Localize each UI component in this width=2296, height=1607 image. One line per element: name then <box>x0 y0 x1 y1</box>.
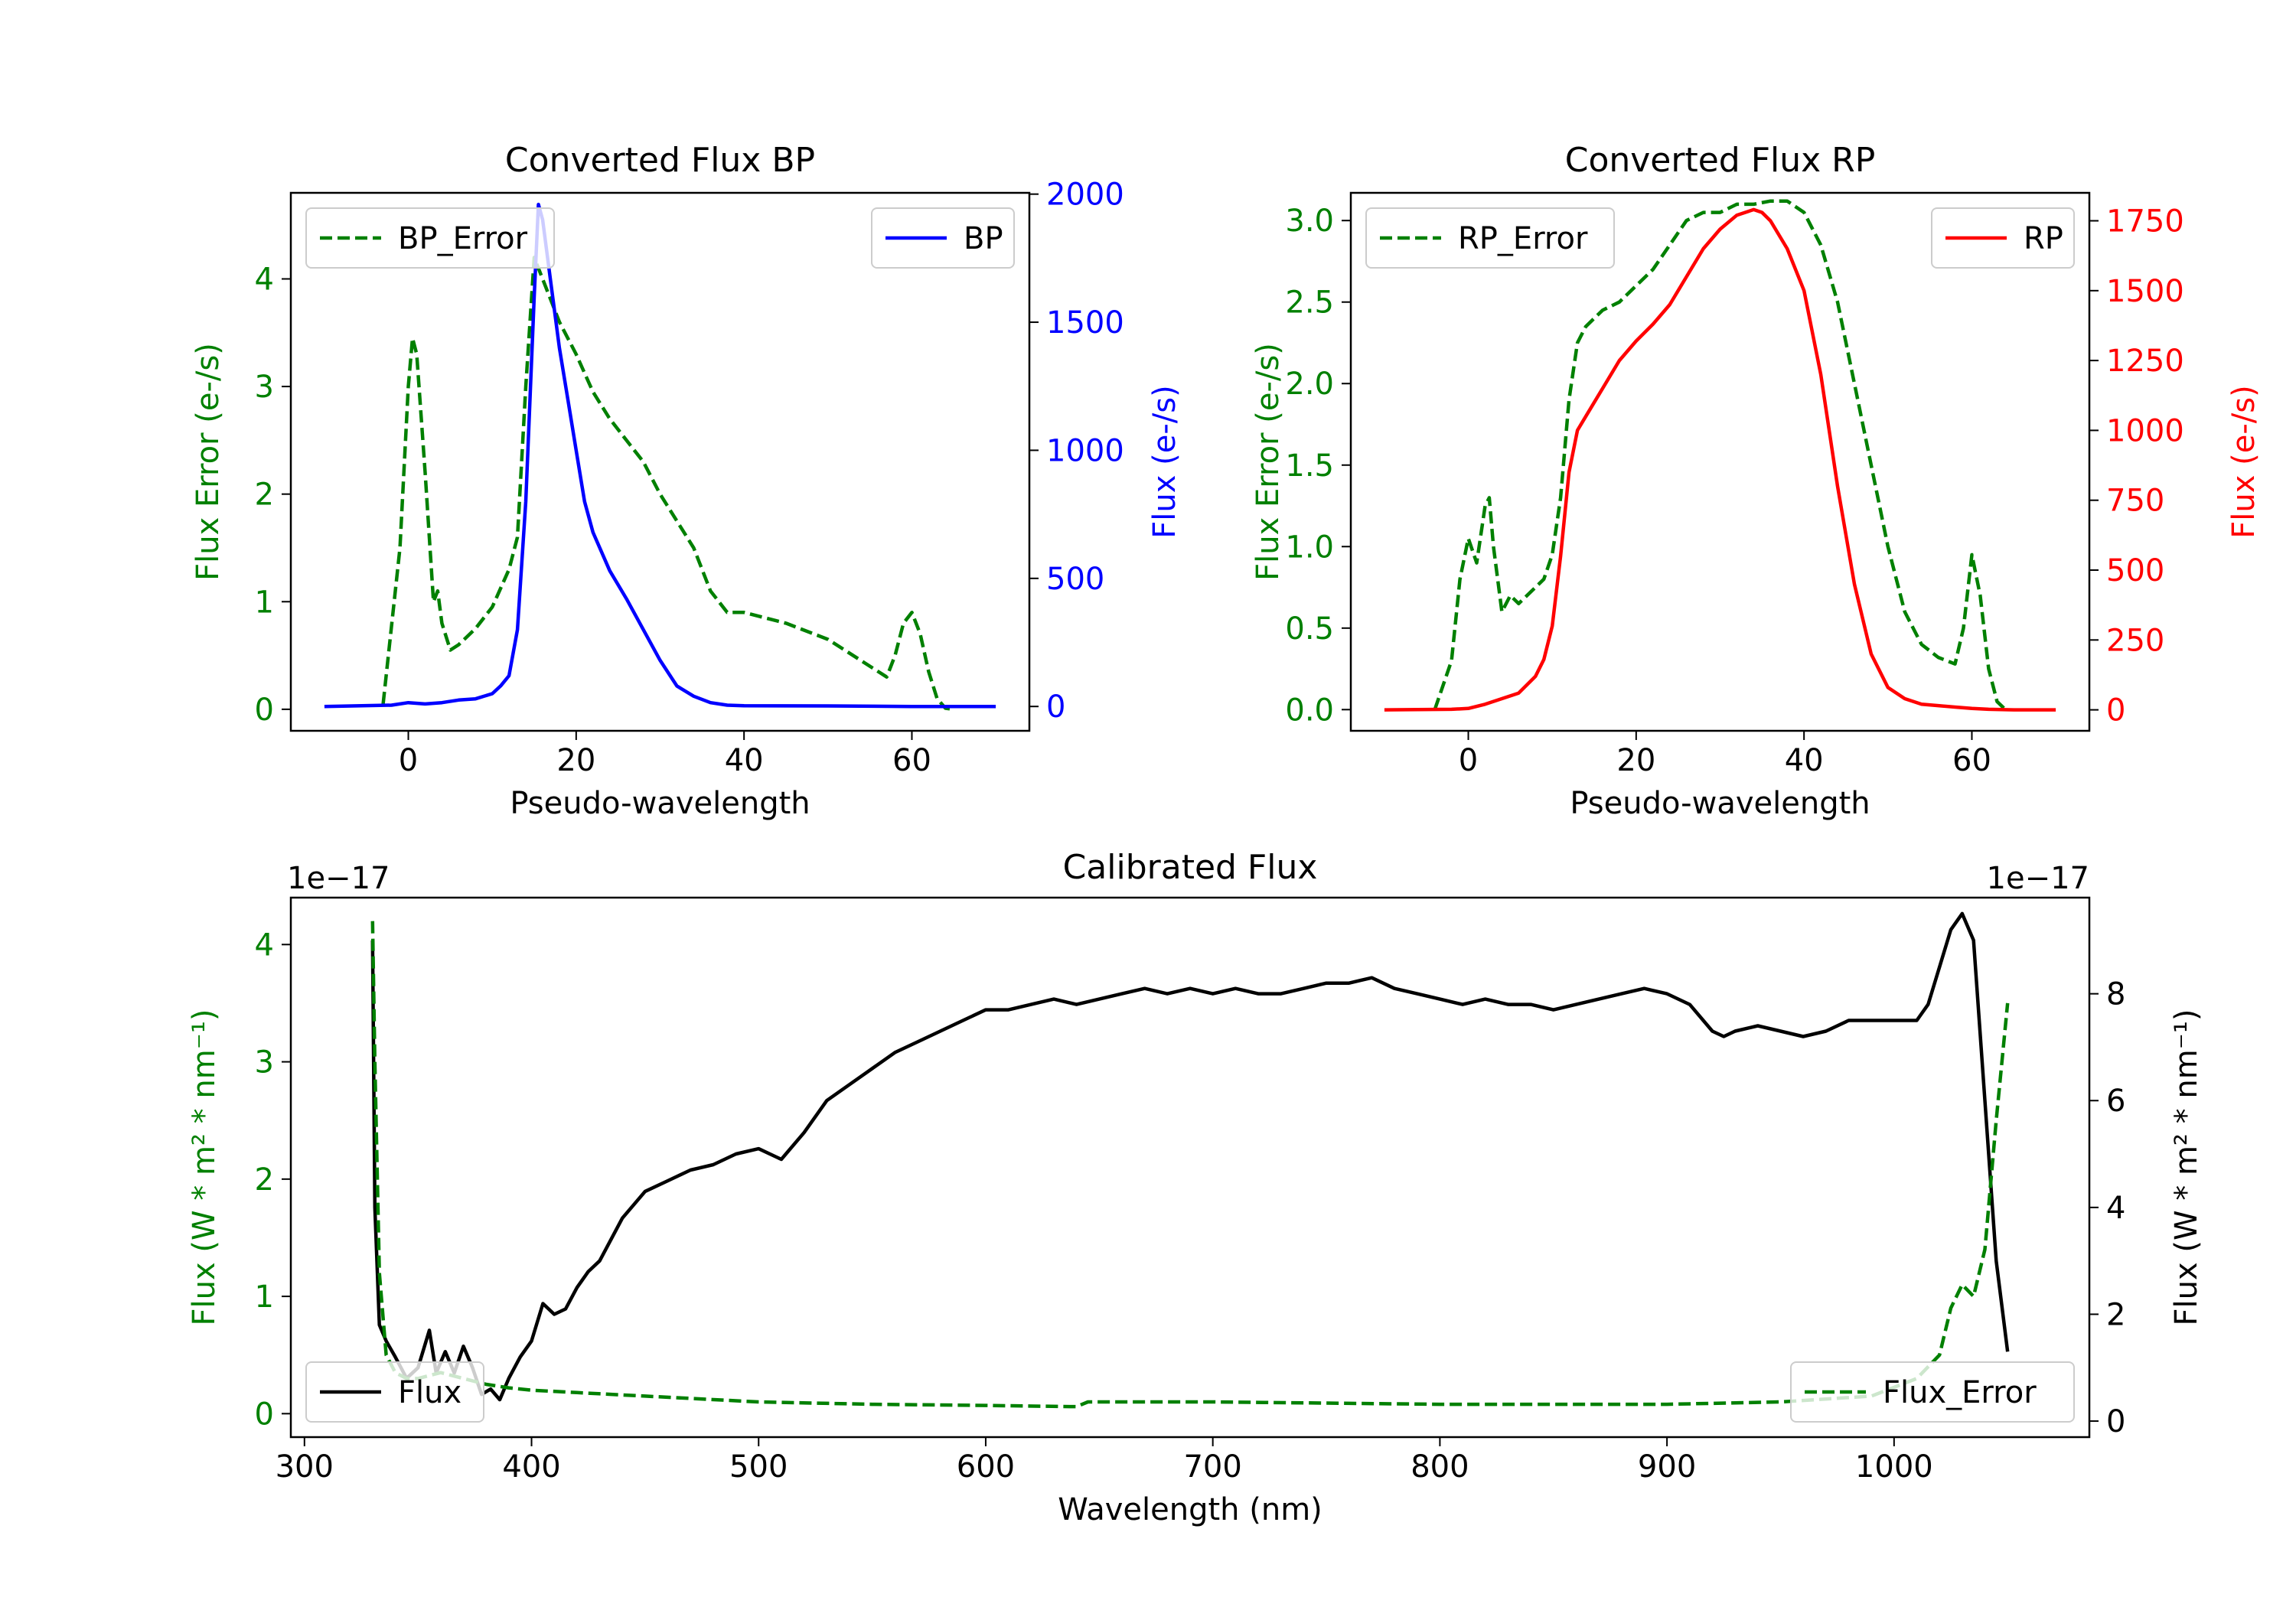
series-line-rp <box>1384 207 2056 712</box>
y-left-tick-label: 2 <box>255 1162 274 1198</box>
y-left-tick-label: 0 <box>255 1397 274 1432</box>
y-left-tick-label: 1 <box>255 585 274 620</box>
x-tick-label: 40 <box>725 743 764 778</box>
legend-label: Flux_Error <box>1883 1375 2037 1410</box>
y-right-tick-label: 1500 <box>2106 274 2184 309</box>
y-left-tick-label: 1.0 <box>1285 530 1334 565</box>
y-left-tick-label: 3 <box>255 1045 274 1081</box>
y-left-axis-label: Flux Error (e-/s) <box>191 343 226 581</box>
y-right-tick-label: 250 <box>2106 623 2164 658</box>
series-line-flux <box>370 911 2010 1402</box>
y-left-tick-label: 0.0 <box>1285 693 1334 728</box>
chart-2: Converted Flux RP 0 20 40 60 Pseudo-wavelengt… <box>1251 141 2262 821</box>
chart-1: Converted Flux BP0 20 40 60Pseudo-wavelengt… <box>191 141 1182 821</box>
plot-frame <box>1349 191 2091 732</box>
y-left-tick-label: 1 <box>255 1279 274 1315</box>
legend-flux-error: Flux_Error <box>1790 1361 2075 1423</box>
y-left-tick-label: 4 <box>255 927 274 963</box>
y-right-axis-label: Flux (e-/s) <box>1147 385 1182 538</box>
y-right-tick-label: 500 <box>1046 562 1104 597</box>
x-tick-label: 700 <box>1183 1449 1241 1485</box>
legend-box <box>1790 1361 2075 1423</box>
series-line-bp <box>324 202 996 709</box>
y-left-offset-text: 1e−17 <box>287 861 390 896</box>
y-left-tick-label: 3 <box>255 370 274 405</box>
legend-label: RP <box>2024 221 2063 256</box>
y-left-tick-label: 0 <box>255 693 274 728</box>
y-left-tick-label: 4 <box>255 262 274 297</box>
legend-bp: BP <box>871 207 1015 269</box>
y-right-offset-text: 1e−17 <box>1987 861 2089 896</box>
y-right-tick-label: 0 <box>2106 693 2125 729</box>
plot-frame <box>289 896 2091 1439</box>
legend-box <box>305 1361 484 1423</box>
y-left-axis-label: Flux (W * m² * nm⁻¹) <box>187 1009 222 1326</box>
y-right-tick-label: 500 <box>2106 553 2164 588</box>
y-right-tick-label: 1000 <box>1046 433 1124 468</box>
x-tick-label: 500 <box>729 1449 788 1485</box>
legend-label: RP_Error <box>1458 221 1588 256</box>
y-right-axis-label: Flux (e-/s) <box>2226 385 2262 538</box>
y-right-tick-label: 0 <box>1046 689 1065 725</box>
x-tick-label: 1000 <box>1855 1449 1933 1485</box>
x-tick-label: 40 <box>1785 743 1824 778</box>
legend-label: Flux <box>398 1375 461 1410</box>
x-tick-label: 300 <box>276 1449 334 1485</box>
x-axis-label: Pseudo-wavelength <box>1570 786 1870 821</box>
x-tick-label: 60 <box>1952 743 1991 778</box>
x-axis-label: Wavelength (nm) <box>1058 1492 1322 1527</box>
legend-box <box>305 207 555 269</box>
x-axis-label: Pseudo-wavelength <box>510 786 810 821</box>
y-right-tick-label: 2000 <box>1046 178 1124 213</box>
x-tick-label: 20 <box>1616 743 1655 778</box>
y-left-tick-label: 3.0 <box>1285 204 1334 239</box>
legend-bp-error: BP_Error <box>305 207 555 269</box>
y-right-tick-label: 6 <box>2106 1084 2125 1119</box>
y-right-tick-label: 8 <box>2106 977 2125 1012</box>
x-tick-label: 400 <box>502 1449 560 1485</box>
legend-flux: Flux <box>305 1361 484 1423</box>
chart-title: Converted Flux BP <box>505 141 815 180</box>
series-line-bp-error <box>381 256 954 712</box>
x-tick-label: 600 <box>957 1449 1015 1485</box>
y-right-tick-label: 0 <box>2106 1404 2125 1439</box>
plot-frame <box>289 191 1031 732</box>
legend-rp: RP <box>1931 207 2075 269</box>
y-left-tick-label: 2 <box>255 478 274 513</box>
series-line-rp-error <box>1433 199 2007 711</box>
series-line-flux-error <box>370 921 2010 1409</box>
legend-rp-error: RP_Error <box>1365 207 1615 269</box>
y-right-tick-label: 1500 <box>1046 305 1124 341</box>
x-tick-label: 20 <box>556 743 595 778</box>
y-right-tick-label: 4 <box>2106 1191 2125 1226</box>
legend-label: BP <box>964 221 1003 256</box>
legend-label: BP_Error <box>398 221 528 256</box>
x-tick-label: 800 <box>1411 1449 1469 1485</box>
y-right-tick-label: 1750 <box>2106 204 2184 240</box>
y-right-tick-label: 750 <box>2106 484 2164 519</box>
chart-title: Calibrated Flux <box>1063 848 1318 887</box>
x-tick-label: 60 <box>892 743 931 778</box>
y-left-tick-label: 2.0 <box>1285 367 1334 402</box>
legend-box <box>1365 207 1615 269</box>
y-left-tick-label: 1.5 <box>1285 448 1334 484</box>
y-right-axis-label: Flux (W * m² * nm⁻¹) <box>2169 1009 2204 1326</box>
x-tick-label: 0 <box>1459 743 1478 778</box>
x-tick-label: 0 <box>399 743 418 778</box>
y-left-axis-label: Flux Error (e-/s) <box>1251 343 1286 581</box>
y-left-tick-label: 2.5 <box>1285 285 1334 321</box>
y-right-tick-label: 1250 <box>2106 344 2184 379</box>
y-left-tick-label: 0.5 <box>1285 611 1334 647</box>
y-right-tick-label: 2 <box>2106 1297 2125 1332</box>
chart-title: Converted Flux RP <box>1565 141 1876 180</box>
y-right-tick-label: 1000 <box>2106 413 2184 448</box>
x-tick-label: 900 <box>1638 1449 1696 1485</box>
